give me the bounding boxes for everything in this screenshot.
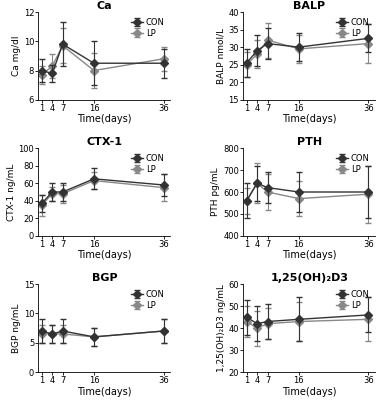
- Title: Ca: Ca: [97, 1, 112, 11]
- Y-axis label: CTX-1 ng/mL: CTX-1 ng/mL: [7, 163, 16, 221]
- Title: BALP: BALP: [293, 1, 325, 11]
- Title: 1,25(OH)₂D3: 1,25(OH)₂D3: [270, 274, 348, 284]
- X-axis label: Time(days): Time(days): [77, 114, 132, 124]
- Legend: CON, LP: CON, LP: [334, 16, 371, 39]
- Title: PTH: PTH: [297, 137, 322, 147]
- Legend: CON, LP: CON, LP: [129, 288, 166, 311]
- Y-axis label: BGP ng/mL: BGP ng/mL: [12, 303, 21, 353]
- X-axis label: Time(days): Time(days): [282, 250, 337, 260]
- Legend: CON, LP: CON, LP: [129, 16, 166, 39]
- X-axis label: Time(days): Time(days): [77, 250, 132, 260]
- Legend: CON, LP: CON, LP: [334, 152, 371, 175]
- Y-axis label: PTH pg/mL: PTH pg/mL: [211, 168, 220, 216]
- X-axis label: Time(days): Time(days): [282, 114, 337, 124]
- Y-axis label: 1,25(OH)₂D3 ng/mL: 1,25(OH)₂D3 ng/mL: [217, 284, 226, 372]
- Legend: CON, LP: CON, LP: [334, 288, 371, 311]
- X-axis label: Time(days): Time(days): [77, 386, 132, 396]
- Title: CTX-1: CTX-1: [87, 137, 123, 147]
- Y-axis label: BALP nmol/L: BALP nmol/L: [217, 28, 226, 84]
- Y-axis label: Ca mg/dl: Ca mg/dl: [12, 36, 21, 76]
- Title: BGP: BGP: [92, 274, 117, 284]
- Legend: CON, LP: CON, LP: [129, 152, 166, 175]
- X-axis label: Time(days): Time(days): [282, 386, 337, 396]
